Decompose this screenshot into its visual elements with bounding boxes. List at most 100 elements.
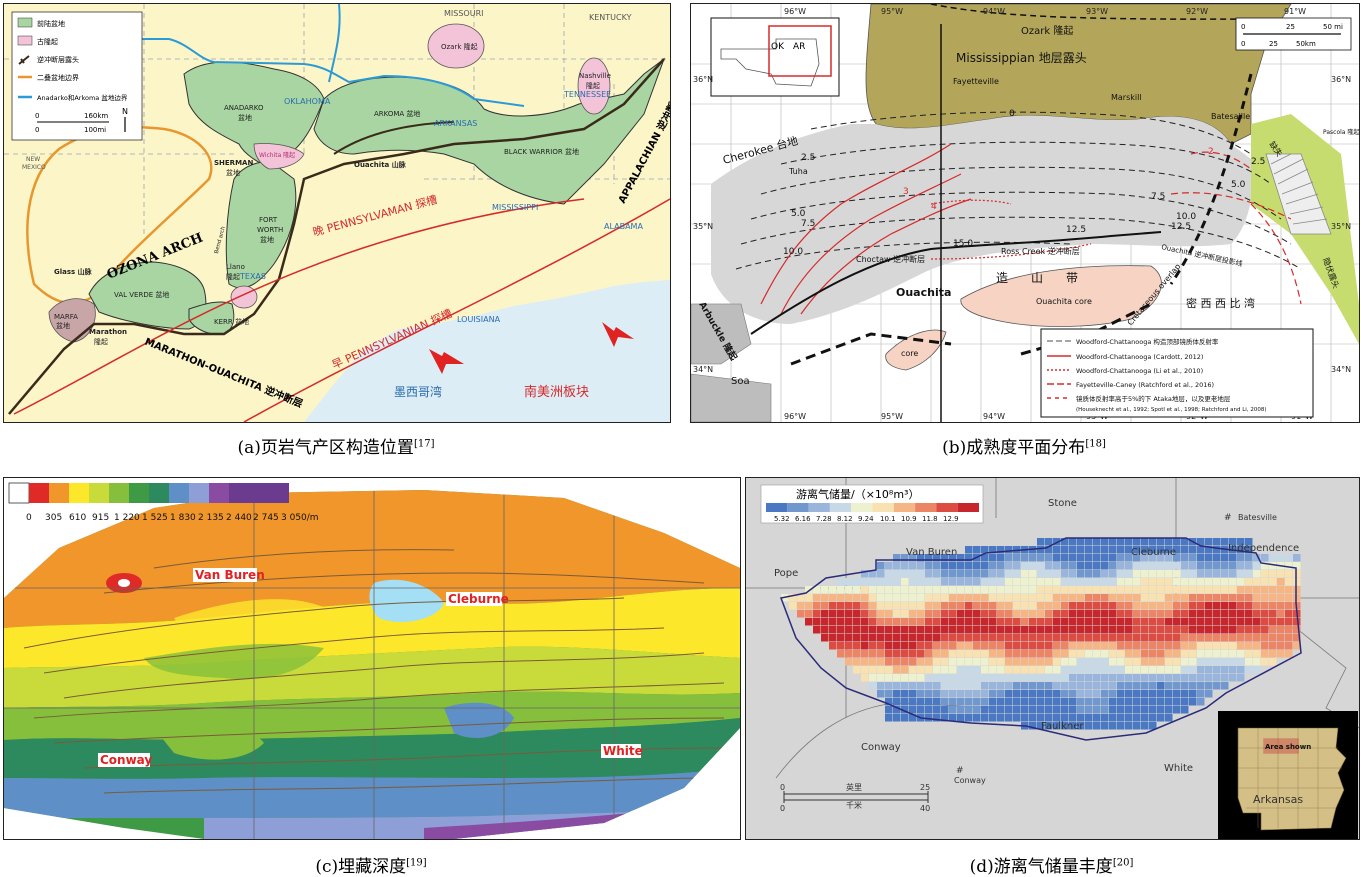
heatmap-cell [853,594,861,602]
heatmap-cell [941,690,949,698]
heatmap-cell [1213,594,1221,602]
heatmap-cell [1013,578,1021,586]
heatmap-cell [1069,642,1077,650]
heatmap-cell [1061,562,1069,570]
heatmap-cell [1045,722,1053,730]
heatmap-cell [1157,570,1165,578]
heatmap-cell [1053,562,1061,570]
heatmap-cell [1069,690,1077,698]
heatmap-cell [989,674,997,682]
heatmap-cell [1293,562,1301,570]
heatmap-cell [1037,554,1045,562]
heatmap-cell [1085,546,1093,554]
heatmap-cell [1069,634,1077,642]
legend-b-5: (Houseknecht et al., 1992; Spotl et al.,… [1076,407,1266,413]
lon-top-5: 91°W [1284,7,1306,16]
heatmap-cell [1061,706,1069,714]
heatmap-cell [1101,570,1109,578]
heatmap-cell [853,658,861,666]
feat-wichita: Wichita 隆起 [259,151,295,159]
lat-left-2: 34°N [693,365,713,374]
heatmap-cell [1101,546,1109,554]
legend-b-4: 镜质体反射率高于5%的下 Ataka地层，以及更老地层 [1076,394,1231,403]
heatmap-cell [1109,546,1117,554]
heatmap-cell [1149,690,1157,698]
heatmap-cell [1005,594,1013,602]
heatmap-cell [893,642,901,650]
heatmap-cell [1061,698,1069,706]
heatmap-cell [1037,610,1045,618]
heatmap-cell [1133,658,1141,666]
heatmap-cell [957,602,965,610]
heatmap-cell [925,714,933,722]
heatmap-cell [1061,642,1069,650]
heatmap-cell [1053,690,1061,698]
lon-bottom-2: 94°W [983,412,1005,421]
heatmap-cell [1221,674,1229,682]
heatmap-cell [997,594,1005,602]
heatmap-cell [1205,618,1213,626]
state-missouri: MISSOURI [444,9,484,18]
heatmap-cell [813,602,821,610]
heatmap-cell [1069,578,1077,586]
heatmap-cell [901,682,909,690]
heatmap-cell [1285,554,1293,562]
heatmap-cell [1021,682,1029,690]
lat-right-1: 35°N [1331,222,1351,231]
heatmap-cell [965,634,973,642]
heatmap-cell [1117,698,1125,706]
heatmap-cell [1021,698,1029,706]
heatmap-cell [1109,706,1117,714]
contour-5: 12.5 [1066,225,1086,235]
heatmap-cell [1141,642,1149,650]
contour-13: 10.0 [1176,212,1196,222]
heatmap-cell [1245,666,1253,674]
panel-maturity-map: OK AR 0 25 50 mi 0 25 50km 96°W 95°W 94°… [690,3,1360,423]
heatmap-cell [941,562,949,570]
heatmap-cell [1085,594,1093,602]
heatmap-cell [1037,642,1045,650]
heatmap-cell [933,634,941,642]
heatmap-cell [869,666,877,674]
heatmap-cell [1077,682,1085,690]
heatmap-cell [869,602,877,610]
heatmap-cell [1077,666,1085,674]
heatmap-cell [1125,618,1133,626]
heatmap-cell [1253,586,1261,594]
heatmap-cell [1229,642,1237,650]
heatmap-cell [989,570,997,578]
heatmap-cell [941,570,949,578]
heatmap-cell [1237,586,1245,594]
heatmap-cell [1197,642,1205,650]
feat-fort-worth-3: 盆地 [260,235,274,244]
heatmap-cell [1029,594,1037,602]
caption-a-ref: [17] [413,438,435,450]
heatmap-cell [989,602,997,610]
heatmap-cell [1101,714,1109,722]
heatmap-cell [1101,618,1109,626]
heatmap-cell [1261,562,1269,570]
heatmap-cell [805,594,813,602]
heatmap-cell [1037,714,1045,722]
heatmap-cell [1013,570,1021,578]
heatmap-cell [1021,610,1029,618]
heatmap-cell [1213,602,1221,610]
heatmap-cell [877,570,885,578]
heatmap-cell [1021,618,1029,626]
heatmap-cell [1005,586,1013,594]
heatmap-cell [1141,650,1149,658]
heatmap-cell [1237,546,1245,554]
heatmap-cell [1069,714,1077,722]
heatmap-cell [1061,626,1069,634]
heatmap-cell [1005,666,1013,674]
heatmap-cell [1229,586,1237,594]
heatmap-cell [1013,626,1021,634]
heatmap-cell [1029,554,1037,562]
heatmap-cell [909,642,917,650]
heatmap-cell [989,618,997,626]
heatmap-cell [1237,602,1245,610]
heatmap-cell [1213,626,1221,634]
heatmap-cell [1149,714,1157,722]
heatmap-cell [1197,602,1205,610]
heatmap-cell [1133,650,1141,658]
